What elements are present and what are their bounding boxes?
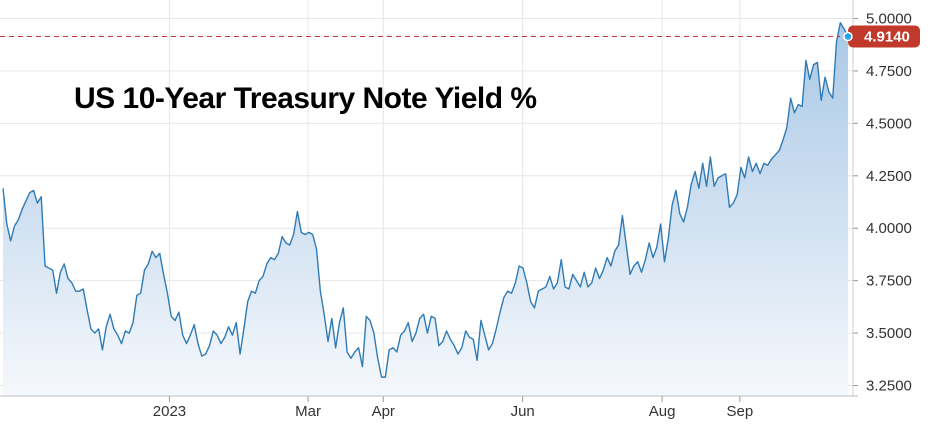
x-tick-label: Sep [726, 403, 753, 420]
y-tick-label: 5.0000 [866, 10, 912, 27]
x-tick-label: Apr [372, 403, 395, 420]
y-axis: 3.2500 3.5000 3.7500 4.0000 4.2500 4.5000 4.75… [852, 0, 912, 396]
last-value-label: 4.9140 [864, 29, 910, 46]
yield-area-fill [3, 22, 848, 397]
yield-series-line [2, 21, 849, 378]
x-tick-label: Jun [511, 403, 535, 420]
y-tick-label: 3.7500 [866, 273, 912, 290]
y-tick-label: 3.5000 [866, 325, 912, 342]
y-tick-label: 4.5000 [866, 115, 912, 132]
y-tick-label: 4.0000 [866, 220, 912, 237]
x-tick-label: 2023 [153, 403, 186, 420]
last-value-dot [843, 31, 853, 42]
y-tick-label: 4.2500 [866, 168, 912, 185]
chart-plot-area [2, 21, 849, 397]
last-value-badge [848, 25, 920, 48]
last-value-marker: 4.9140 [0, 25, 920, 48]
x-tick-label: Mar [295, 403, 321, 420]
x-tick-label: Aug [649, 403, 676, 420]
y-tick-label: 3.2500 [866, 378, 912, 395]
y-tick-label: 4.7500 [866, 63, 912, 80]
x-axis: 2023 Mar Apr Jun Aug Sep [0, 395, 858, 420]
chart-title: US 10-Year Treasury Note Yield % [74, 82, 537, 115]
